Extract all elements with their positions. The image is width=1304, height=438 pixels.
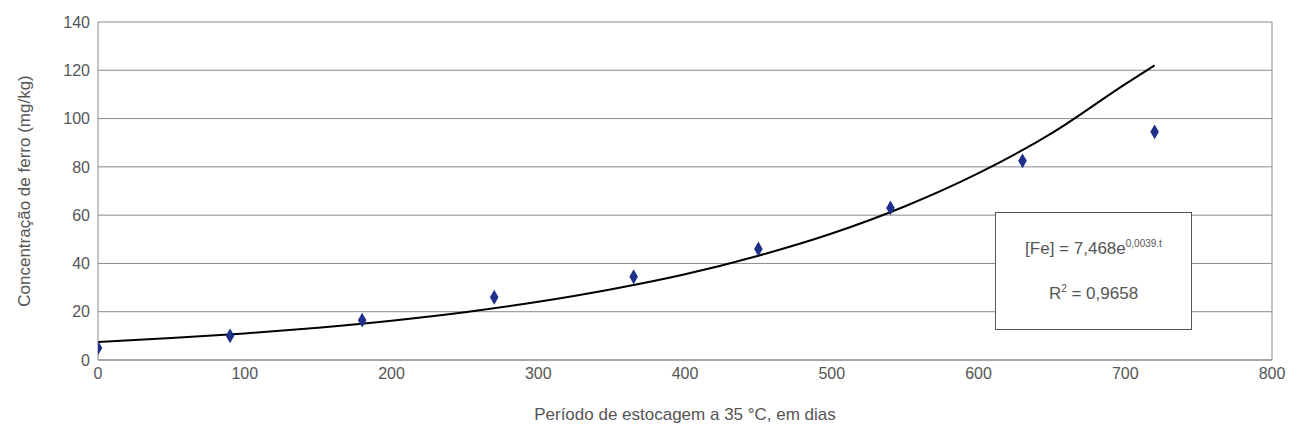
svg-text:20: 20 — [72, 303, 90, 320]
svg-text:60: 60 — [72, 207, 90, 224]
svg-text:300: 300 — [525, 365, 552, 382]
svg-text:100: 100 — [231, 365, 258, 382]
svg-text:0: 0 — [94, 365, 103, 382]
svg-text:40: 40 — [72, 255, 90, 272]
svg-text:120: 120 — [63, 62, 90, 79]
svg-text:700: 700 — [1112, 365, 1139, 382]
svg-text:600: 600 — [965, 365, 992, 382]
html-text:R2= 0,9658: R2= 0,9658 — [1048, 283, 1139, 304]
svg-text:100: 100 — [63, 110, 90, 127]
svg-text:80: 80 — [72, 159, 90, 176]
svg-text:800: 800 — [1259, 365, 1286, 382]
html-text:[Fe] = 7,468e0,0039.t: [Fe] = 7,468e0,0039.t — [1025, 237, 1162, 258]
svg-text:0: 0 — [81, 352, 90, 369]
svg-text:Período de estocagem a 35 °C,: Período de estocagem a 35 °C, em dias — [534, 405, 836, 424]
svg-text:200: 200 — [378, 365, 405, 382]
svg-text:500: 500 — [818, 365, 845, 382]
svg-text:400: 400 — [672, 365, 699, 382]
svg-text:140: 140 — [63, 14, 90, 31]
svg-text:Concentração de ferro (mg/kg): Concentração de ferro (mg/kg) — [15, 75, 34, 307]
